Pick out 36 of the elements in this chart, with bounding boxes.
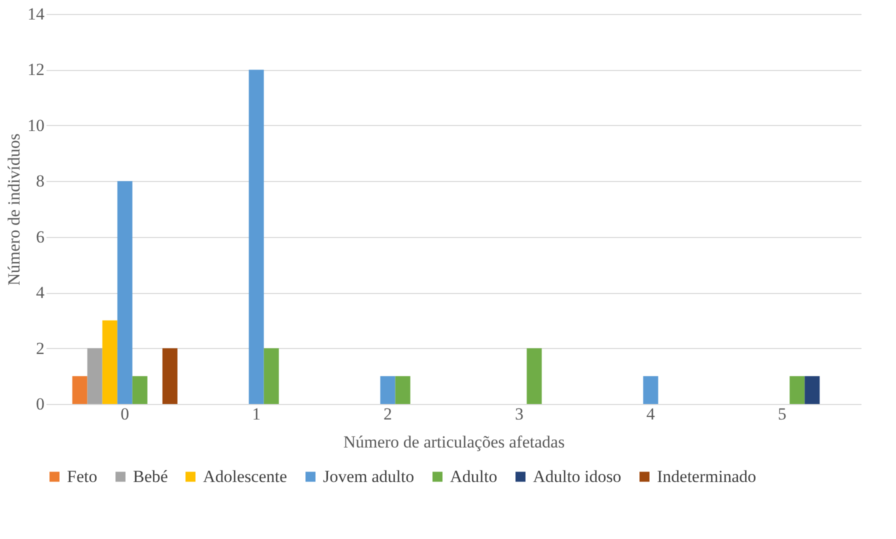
y-tick-label: 6 [36, 227, 44, 246]
legend-label: Jovem adulto [323, 466, 414, 486]
legend-label: Bebé [133, 466, 168, 486]
legend-label: Indeterminado [657, 466, 756, 486]
y-tick-label: 2 [36, 338, 44, 358]
x-tick-label: 0 [120, 404, 130, 424]
bar [526, 348, 542, 404]
legend-label: Adulto [450, 466, 498, 486]
bar [264, 348, 279, 404]
bar [380, 376, 396, 404]
y-tick-label: 4 [36, 283, 45, 302]
y-tick-label: 8 [36, 172, 44, 191]
bar [643, 376, 658, 404]
bar [132, 376, 148, 404]
x-tick-label: 2 [384, 404, 392, 424]
x-tick-label: 5 [778, 404, 786, 424]
bar [804, 376, 820, 404]
y-axis-title: Número de indivíduos [4, 133, 24, 286]
bar [395, 376, 410, 404]
legend-label: Feto [67, 466, 98, 486]
bar [248, 70, 264, 404]
legend-label: Adolescente [203, 466, 288, 486]
x-axis-title: Número de articulações afetadas [343, 432, 565, 452]
legend-label: Adulto idoso [533, 466, 622, 486]
x-tick-label: 1 [252, 404, 261, 424]
bar [72, 376, 88, 404]
y-tick-label: 10 [28, 116, 44, 135]
bar [162, 348, 178, 404]
bar [87, 348, 102, 404]
x-tick-label: 3 [514, 404, 524, 424]
x-tick-label: 4 [646, 404, 656, 424]
y-tick-label: 14 [28, 4, 45, 24]
bar [117, 181, 132, 404]
bar [102, 320, 118, 404]
bar [790, 376, 805, 404]
y-tick-label: 12 [28, 60, 44, 80]
